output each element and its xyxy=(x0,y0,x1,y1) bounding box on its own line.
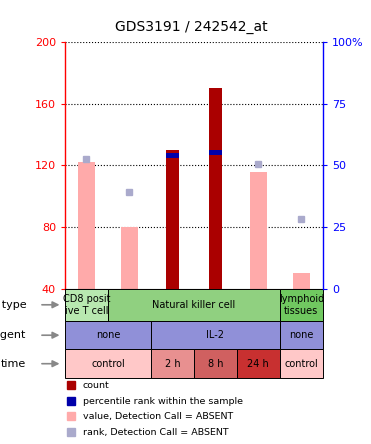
Bar xyxy=(280,289,323,321)
Bar xyxy=(209,150,222,155)
Bar xyxy=(194,349,237,378)
Bar xyxy=(121,227,138,289)
Bar xyxy=(209,88,222,289)
Text: GDS3191 / 242542_at: GDS3191 / 242542_at xyxy=(115,20,267,34)
Text: lymphoid
tissues: lymphoid tissues xyxy=(279,294,324,316)
Bar xyxy=(151,349,194,378)
Text: 8 h: 8 h xyxy=(208,359,223,369)
Text: cell type: cell type xyxy=(0,300,26,310)
Text: none: none xyxy=(289,330,313,340)
Bar xyxy=(151,321,280,349)
Text: CD8 posit
ive T cell: CD8 posit ive T cell xyxy=(63,294,110,316)
Bar xyxy=(280,349,323,378)
Text: rank, Detection Call = ABSENT: rank, Detection Call = ABSENT xyxy=(83,428,229,436)
Text: percentile rank within the sample: percentile rank within the sample xyxy=(83,397,243,406)
Bar xyxy=(280,321,323,349)
Bar xyxy=(250,171,267,289)
Text: Natural killer cell: Natural killer cell xyxy=(152,300,236,310)
Text: none: none xyxy=(96,330,120,340)
Text: 24 h: 24 h xyxy=(247,359,269,369)
Bar xyxy=(237,349,280,378)
Text: control: control xyxy=(91,359,125,369)
Bar xyxy=(65,321,151,349)
Bar xyxy=(293,273,310,289)
Text: count: count xyxy=(83,381,110,390)
Text: control: control xyxy=(285,359,318,369)
Text: IL-2: IL-2 xyxy=(206,330,224,340)
Text: 2 h: 2 h xyxy=(165,359,180,369)
Bar xyxy=(65,349,151,378)
Bar xyxy=(65,289,108,321)
Text: value, Detection Call = ABSENT: value, Detection Call = ABSENT xyxy=(83,412,233,420)
Bar xyxy=(166,150,179,289)
Bar xyxy=(78,163,95,289)
Bar xyxy=(166,153,179,159)
Text: agent: agent xyxy=(0,330,26,340)
Text: time: time xyxy=(1,359,26,369)
Bar xyxy=(108,289,280,321)
